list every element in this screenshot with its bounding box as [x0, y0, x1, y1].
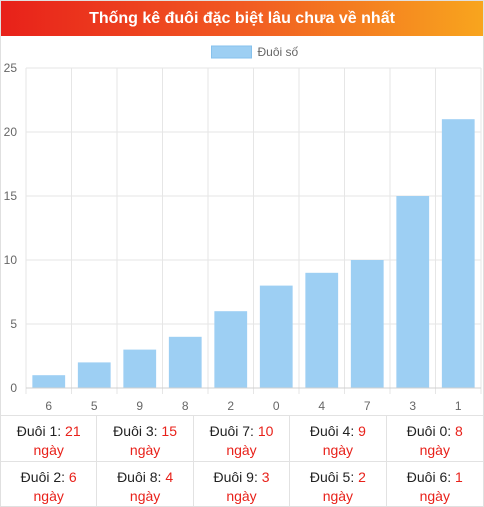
stat-value: 3: [261, 469, 270, 485]
stat-cell: Đuôi 4: 9 ngày: [290, 415, 387, 461]
y-tick-label: 20: [4, 125, 18, 139]
stat-unit: ngày: [226, 442, 257, 458]
stat-value: 21: [65, 423, 81, 439]
y-tick-label: 15: [4, 189, 18, 203]
stat-cell: Đuôi 6: 1 ngày: [386, 461, 483, 506]
chart-header: Thống kê đuôi đặc biệt lâu chưa về nhất: [1, 1, 483, 36]
stat-cell: Đuôi 8: 4 ngày: [97, 461, 194, 506]
x-tick-label: 8: [182, 399, 189, 413]
legend-swatch: [211, 45, 252, 59]
stat-cell: Đuôi 5: 2 ngày: [290, 461, 387, 506]
stat-unit: ngày: [33, 488, 64, 504]
stat-label: Đuôi 3:: [113, 423, 162, 439]
stat-unit: ngày: [129, 442, 161, 458]
stat-unit: ngày: [419, 442, 450, 458]
stat-value: 9: [358, 423, 366, 439]
stat-value: 1: [455, 469, 463, 485]
stat-unit: ngày: [33, 442, 64, 458]
stat-label: Đuôi 6:: [406, 469, 456, 485]
stat-value: 6: [68, 469, 77, 485]
x-tick-label: 7: [364, 399, 371, 413]
stat-unit: ngày: [226, 488, 257, 504]
stat-label: Đuôi 1:: [16, 423, 66, 439]
stat-unit: ngày: [419, 488, 450, 504]
bar: [77, 362, 111, 388]
y-tick-label: 5: [10, 317, 17, 331]
chart-title: Thống kê đuôi đặc biệt lâu chưa về nhất: [89, 9, 395, 27]
stat-unit: ngày: [322, 488, 354, 504]
legend-label: Đuôi số: [258, 45, 299, 59]
stat-label: Đuôi 4:: [309, 423, 359, 439]
x-tick-label: 1: [455, 399, 462, 413]
stat-label: Đuôi 9:: [213, 469, 262, 485]
bar: [305, 272, 339, 388]
bar: [350, 260, 384, 388]
stat-label: Đuôi 7:: [209, 423, 258, 439]
y-tick-label: 0: [10, 381, 17, 395]
stat-cell: Đuôi 3: 15 ngày: [97, 415, 194, 461]
stat-label: Đuôi 8:: [117, 469, 166, 485]
stat-label: Đuôi 0:: [406, 423, 456, 439]
stat-cell: Đuôi 0: 8 ngày: [386, 415, 483, 461]
y-tick-label: 25: [4, 61, 18, 75]
bar: [396, 196, 430, 388]
stats-grid: Đuôi 1: 21 ngày Đuôi 3: 15 ngày Đuôi 7: 10 ng…: [1, 415, 483, 506]
stat-value: 8: [455, 423, 463, 439]
stat-cell: Đuôi 1: 21 ngày: [1, 415, 98, 461]
x-tick-label: 6: [45, 399, 52, 413]
stat-cell: Đuôi 2: 6 ngày: [1, 461, 98, 506]
bar: [168, 336, 202, 388]
bar: [123, 349, 157, 388]
bar: [32, 375, 66, 388]
y-tick-label: 10: [4, 253, 18, 267]
bar: [259, 285, 293, 388]
stat-cell: Đuôi 7: 10 ngày: [193, 415, 291, 461]
stat-unit: ngày: [129, 488, 161, 504]
bar: [441, 119, 475, 388]
x-tick-label: 3: [409, 399, 416, 413]
x-tick-label: 9: [136, 399, 143, 413]
stat-unit: ngày: [322, 442, 354, 458]
stat-value: 15: [161, 423, 177, 439]
x-tick-label: 5: [91, 399, 98, 413]
x-tick-label: 4: [318, 399, 325, 413]
stat-label: Đuôi 5:: [309, 469, 359, 485]
bar: [214, 311, 248, 388]
stat-value: 10: [257, 423, 274, 439]
stat-label: Đuôi 2:: [20, 469, 69, 485]
stat-value: 2: [358, 469, 366, 485]
x-tick-label: 2: [227, 399, 234, 413]
stat-value: 4: [165, 469, 174, 485]
x-tick-label: 0: [273, 399, 280, 413]
stat-cell: Đuôi 9: 3 ngày: [193, 461, 291, 506]
